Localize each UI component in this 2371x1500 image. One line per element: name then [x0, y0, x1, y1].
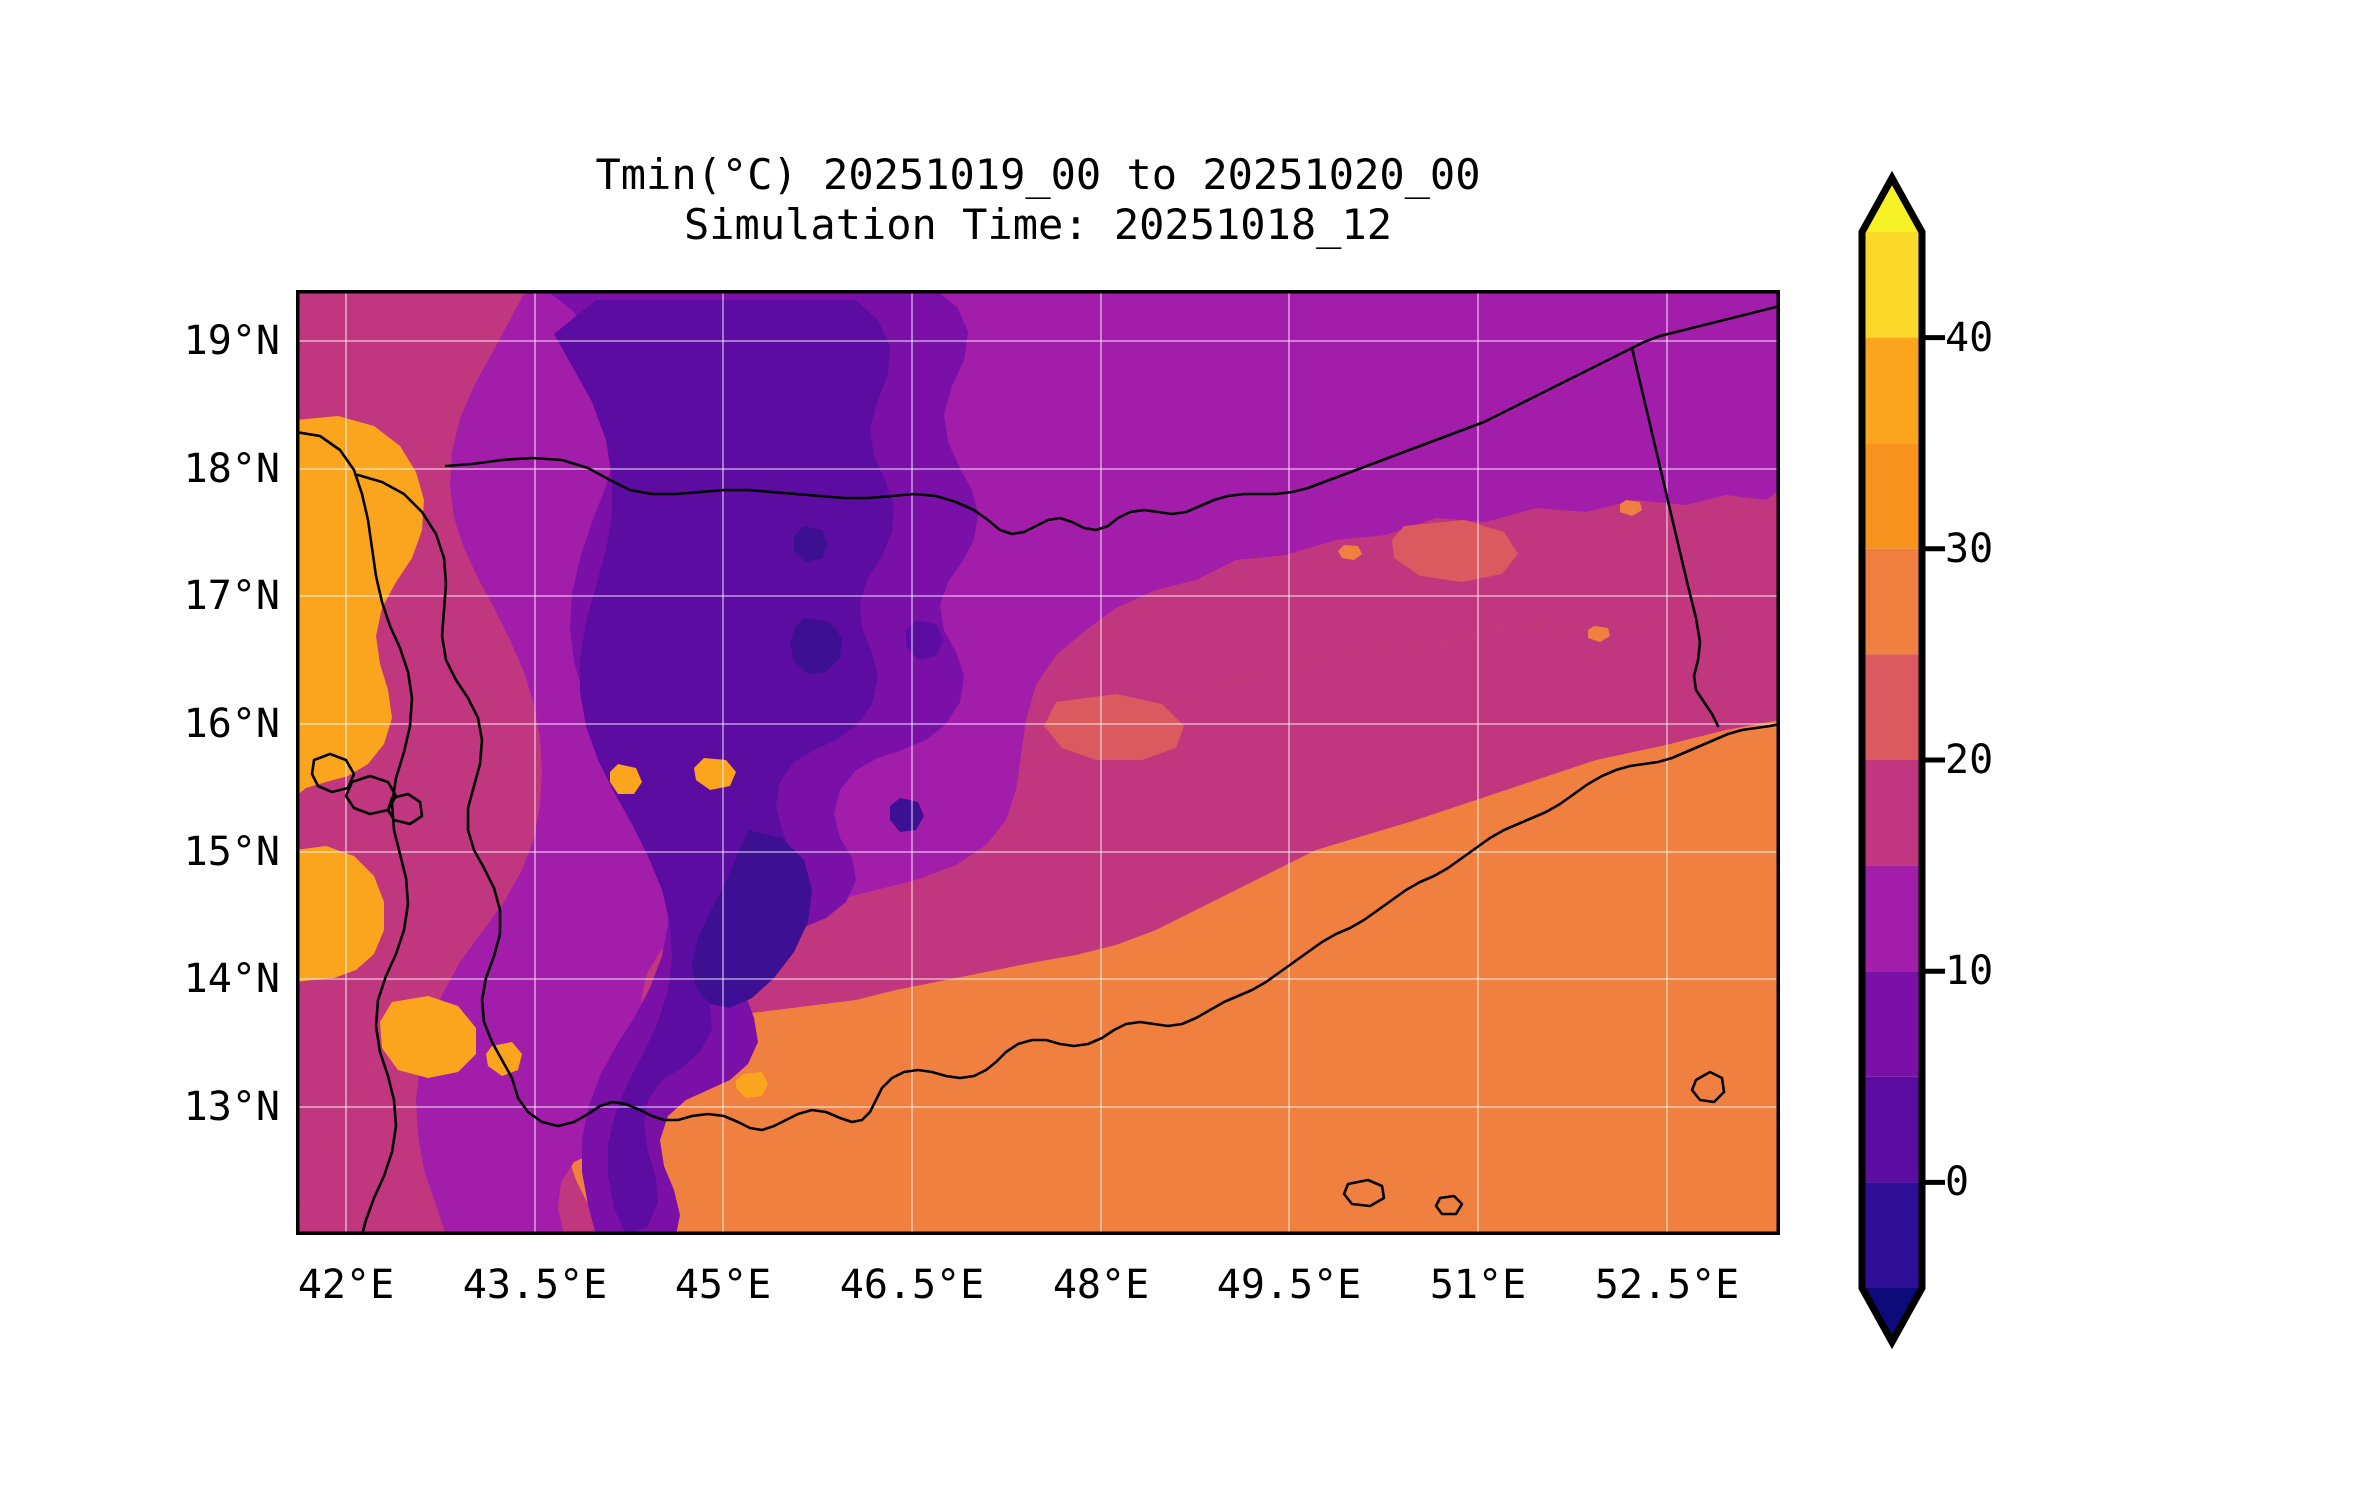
contour-band-30-35-spot-c	[736, 1072, 768, 1098]
contour-band-30-35-spot-b	[486, 1042, 522, 1076]
contour-warm-speck-a	[1338, 545, 1362, 560]
colorbar-svg	[1858, 170, 1945, 1350]
ytick-label-14n: 14°N	[183, 956, 280, 1002]
xtick-label-45e: 45°E	[674, 1262, 772, 1308]
colorbar[interactable]: 40 30 20 10 0	[1845, 170, 2185, 1355]
contour-intrusion-a	[1044, 694, 1184, 760]
coastline-bab-el-mandeb	[516, 1096, 694, 1128]
coastline-islet-a	[1342, 1178, 1386, 1208]
contour-band-30-35-south	[296, 846, 384, 982]
ytick-label-17n: 17°N	[183, 573, 280, 619]
border-yemen-saudi	[444, 304, 1780, 536]
contour-band-30-35-spot-d	[610, 764, 642, 794]
colorbar-band-10-15	[1862, 865, 1922, 972]
colorbar-band-25-30	[1862, 548, 1922, 655]
xtick-label-48e: 48°E	[1052, 1262, 1150, 1308]
ytick-label-13n: 13°N	[183, 1084, 280, 1130]
colorbar-band-5-10	[1862, 971, 1922, 1077]
colorbar-band-30-35	[1862, 443, 1922, 549]
ytick-label-16n: 16°N	[183, 701, 280, 747]
contour-warm-speck-c	[1588, 626, 1610, 642]
colorbar-band-neg5-0	[1862, 1182, 1922, 1288]
colorbar-band-35-40	[1862, 337, 1922, 444]
contour-intrusion-b	[1392, 520, 1518, 582]
colorbar-label-0: 0	[1945, 1159, 1970, 1205]
colorbar-label-20: 20	[1945, 737, 1994, 783]
xtick-label-495e: 49.5°E	[1216, 1262, 1362, 1308]
colorbar-band-40-45	[1862, 232, 1922, 338]
coastline-layer	[296, 304, 1780, 1235]
title-line-1: Tmin(°C) 20251019_00 to 20251020_00	[595, 150, 1481, 199]
contour-band-20-25-coast	[296, 590, 1780, 1235]
coastline-gulf-of-aden	[690, 722, 1780, 1132]
plot-title: Tmin(°C) 20251019_00 to 20251020_00 Simu…	[296, 150, 1780, 249]
contour-cold-pocket-main	[692, 830, 812, 1008]
contour-band-30-35-spot-a	[380, 996, 476, 1078]
coastline-island-a	[310, 752, 356, 794]
ytick-label-18n: 18°N	[183, 446, 280, 492]
map-plot-area	[296, 290, 1780, 1235]
title-line-2: Simulation Time: 20251018_12	[683, 199, 1392, 249]
contour-fill-layer	[296, 290, 1780, 1235]
coastline-africa-red-sea	[296, 430, 414, 1235]
border-yemen-oman	[1630, 346, 1720, 728]
xtick-label-51e: 51°E	[1429, 1262, 1527, 1308]
contour-cold-pocket-small-c	[906, 620, 944, 660]
contour-cold-pocket-north	[790, 618, 842, 674]
contour-cold-pocket-small-b	[890, 798, 924, 832]
contour-cold-pocket-small-a	[794, 526, 828, 562]
contour-band-30-35	[296, 416, 424, 796]
colorbar-outline	[1858, 170, 1926, 1350]
xtick-label-525e: 52.5°E	[1594, 1262, 1740, 1308]
contour-band-30-35-spot-e	[694, 758, 736, 790]
ytick-label-15n: 15°N	[183, 829, 280, 875]
colorbar-band-20-25	[1862, 654, 1922, 760]
contour-map-svg	[296, 290, 1780, 1235]
colorbar-extend-top	[1862, 178, 1922, 232]
colorbar-extend-bottom	[1862, 1288, 1922, 1342]
colorbar-label-40: 40	[1945, 315, 1994, 361]
ytick-label-19n: 19°N	[183, 318, 280, 364]
contour-warm-speck-b	[1620, 500, 1642, 516]
colorbar-band-15-20	[1862, 760, 1922, 866]
colorbar-label-30: 30	[1945, 526, 1994, 572]
xtick-label-42e: 42°E	[297, 1262, 395, 1308]
colorbar-ticks	[1922, 335, 1945, 1185]
map-gridlines	[296, 290, 1780, 1235]
coastline-islet-c	[1690, 1070, 1726, 1104]
xtick-label-465e: 46.5°E	[839, 1262, 985, 1308]
xtick-label-435e: 43.5°E	[462, 1262, 608, 1308]
colorbar-band-0-5	[1862, 1076, 1922, 1183]
coastline-islet-b	[1434, 1194, 1464, 1216]
coastline-island-c	[386, 792, 424, 826]
coastline-yemen-red-sea	[356, 473, 520, 1100]
colorbar-label-10: 10	[1945, 948, 1994, 994]
